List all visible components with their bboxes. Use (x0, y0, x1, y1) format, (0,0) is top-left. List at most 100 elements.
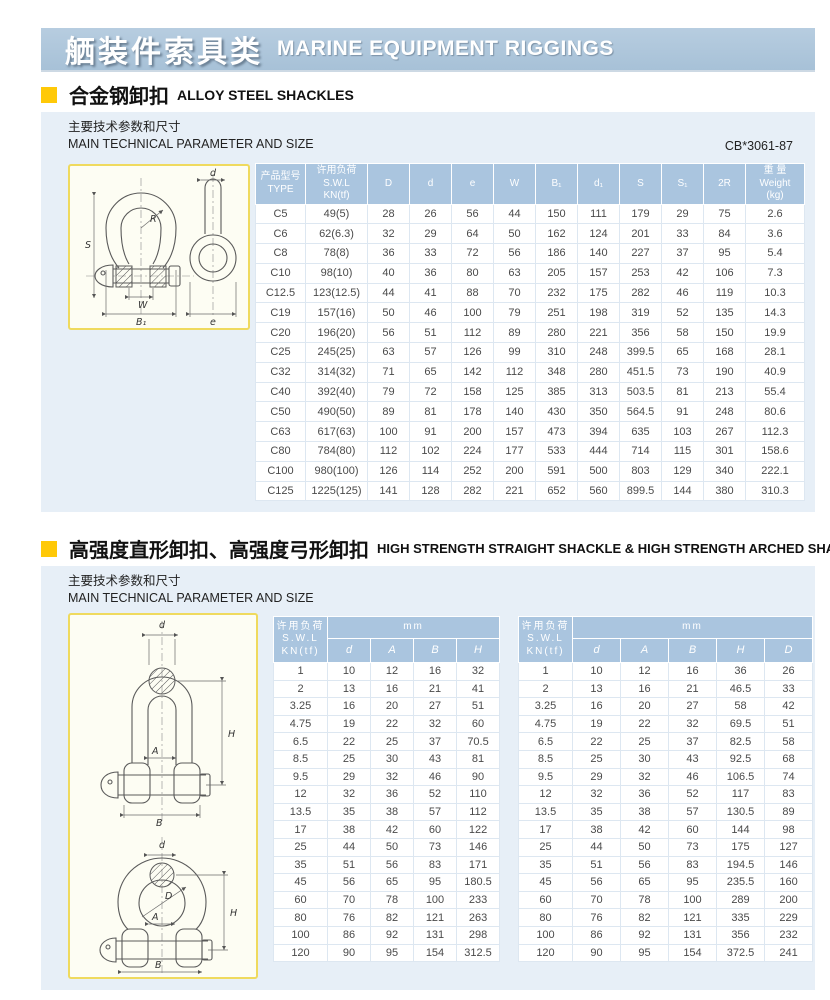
table-cell: 17 (273, 820, 328, 839)
table-row: C125 1225(125) 141 128 282 221 652 560 899.5 144 3… (255, 480, 805, 502)
table-cell: 73 (661, 361, 704, 383)
table-cell: 124 (577, 223, 620, 245)
table-cell: 95 (668, 873, 717, 892)
table-cell: 69.5 (716, 714, 765, 734)
column-header: A (620, 638, 669, 663)
bow-shackle-drawing-box: R S W B₁ d e (68, 164, 250, 330)
table-cell: 65 (409, 361, 452, 383)
table-cell: 282 (451, 480, 494, 502)
table-cell: 280 (535, 322, 578, 344)
dim-label-B2: B (155, 960, 162, 971)
table-cell: 42 (620, 820, 669, 839)
table-cell: 123(12.5) (305, 282, 368, 304)
table-cell: 127 (763, 837, 814, 857)
table-row: C25 245(25) 63 57 126 99 310 248 399.5 65 168 28.1 (255, 342, 805, 363)
table-cell: 232 (535, 282, 578, 304)
table-cell: 227 (619, 243, 662, 264)
table-cell: 126 (367, 460, 410, 482)
table-cell: 30 (620, 749, 669, 769)
table-cell: 146 (455, 837, 501, 857)
table-cell: 62(6.3) (305, 223, 368, 245)
column-header: H (716, 638, 765, 663)
section1-title-en: ALLOY STEEL SHACKLES (177, 86, 354, 103)
table-cell: 52 (661, 302, 704, 324)
table-cell: 103 (661, 421, 704, 443)
table-cell: 372.5 (716, 943, 765, 963)
table-cell: 394 (577, 421, 620, 443)
table-cell: 112 (455, 802, 501, 822)
table-cell: 25 (620, 732, 669, 751)
table-cell: C20 (255, 322, 306, 344)
table-cell: C12.5 (255, 282, 306, 304)
table-cell: 92.5 (716, 749, 765, 769)
table-cell: 40.9 (745, 361, 805, 383)
table-cell: 16 (327, 697, 371, 716)
table-cell: 81 (661, 381, 704, 403)
section1-heading: 合金钢卸扣 ALLOY STEEL SHACKLES (41, 80, 354, 109)
table-cell: 36 (370, 785, 414, 804)
table-row: C10 98(10) 40 36 80 63 205 157 253 42 106 7.3 (255, 262, 805, 284)
table-cell: 58 (661, 322, 704, 344)
param-caption-zh: 主要技术参数和尺寸 (68, 120, 181, 134)
table-cell: 100 (518, 925, 573, 945)
table-row: C63 617(63) 100 91 200 157 473 394 635 103 267 112.… (255, 421, 805, 443)
table-cell: 52 (413, 785, 457, 804)
table-cell: 111 (577, 203, 620, 225)
table-cell: 198 (577, 302, 620, 324)
dim-label-e: e (210, 317, 216, 328)
high-strength-shackle-drawing-box: d H A B (68, 613, 258, 979)
table-row: 2 13 16 21 46.5 33 (518, 679, 814, 699)
table-cell: 251 (535, 302, 578, 324)
table-cell: 112 (493, 361, 536, 383)
table-cell: 33 (763, 679, 814, 699)
column-header: 许用负荷 S.W.L KN(tf) (305, 163, 368, 205)
table-row: C80 784(80) 112 102 224 177 533 444 714 115 301 158… (255, 441, 805, 462)
column-header: B (413, 638, 457, 663)
table-cell: 4.75 (273, 714, 328, 734)
section1-panel: 主要技术参数和尺寸 MAIN TECHNICAL PARAMETER AND S… (41, 112, 815, 512)
table-cell: 42 (763, 697, 814, 716)
table-cell: 652 (535, 480, 578, 502)
table-cell: 56 (327, 873, 371, 892)
table-row: 4.75 19 22 32 60 (273, 714, 501, 734)
mm-header: mm (326, 616, 501, 639)
dim-label-S: S (85, 240, 91, 251)
table-cell: 128 (409, 480, 452, 502)
table-cell: 80 (273, 908, 328, 927)
table-row: C32 314(32) 71 65 142 112 348 280 451.5 73 190 40.9 (255, 361, 805, 383)
table-cell: 319 (619, 302, 662, 324)
table-row: C50 490(50) 89 81 178 140 430 350 564.5 91 248 80.6 (255, 401, 805, 423)
table-row: 9.5 29 32 46 90 (273, 767, 501, 787)
table-cell: 36 (716, 662, 765, 681)
table-cell: 142 (451, 361, 494, 383)
table-cell: 22 (572, 732, 621, 751)
table-cell: 55.4 (745, 381, 805, 403)
table-cell: 16 (620, 679, 669, 699)
table-cell: 32 (413, 714, 457, 734)
table-row: 12 32 36 52 117 83 (518, 785, 814, 804)
table-cell: 3.6 (745, 223, 805, 245)
table-cell: 248 (577, 342, 620, 363)
table-cell: 22 (327, 732, 371, 751)
table-cell: 451.5 (619, 361, 662, 383)
table-row: 45 56 65 95 180.5 (273, 873, 501, 892)
table-cell: 356 (716, 925, 765, 945)
table-cell: 35 (518, 855, 573, 875)
table-cell: 119 (703, 282, 746, 304)
table-cell: 112.3 (745, 421, 805, 443)
table-cell: 114 (409, 460, 452, 482)
table-cell: 50 (370, 837, 414, 857)
table-cell: 3.25 (273, 697, 328, 716)
table-cell: 95 (413, 873, 457, 892)
table-cell: 56 (451, 203, 494, 225)
table-cell: 200 (763, 890, 814, 910)
table-cell: 222.1 (745, 460, 805, 482)
table-cell: 27 (413, 697, 457, 716)
table-row: 80 76 82 121 263 (273, 908, 501, 927)
table-cell: 90 (327, 943, 371, 963)
table-cell: 42 (661, 262, 704, 284)
table-cell: 32 (370, 767, 414, 787)
column-header: H (455, 638, 501, 663)
